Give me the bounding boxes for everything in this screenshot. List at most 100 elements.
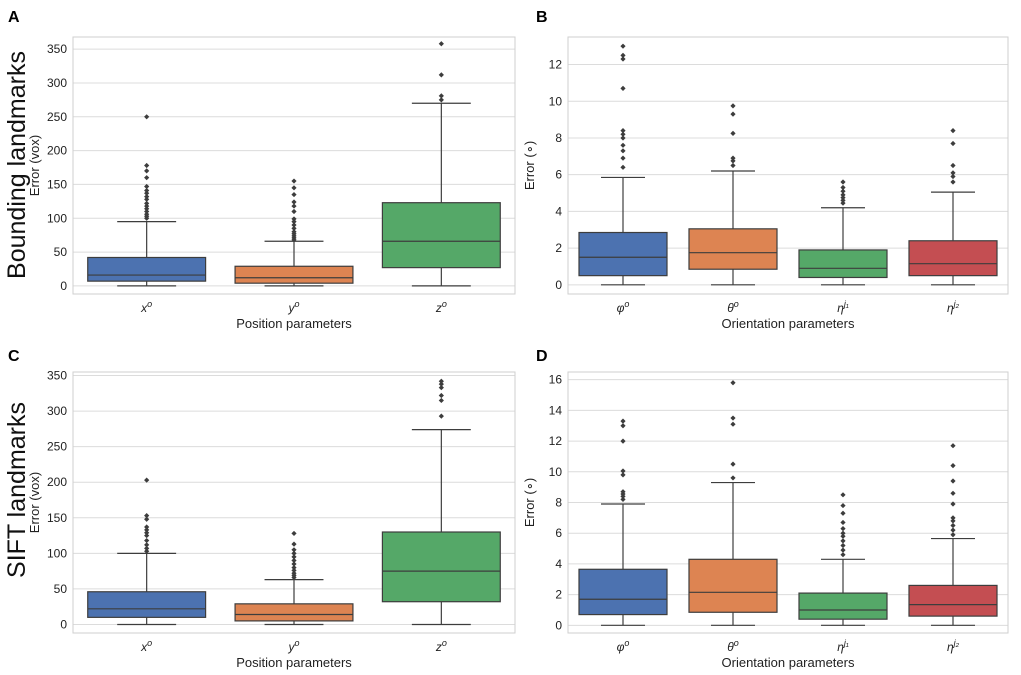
outlier-point (144, 477, 150, 483)
y-tick-label: 150 (47, 511, 67, 525)
outlier-point (291, 541, 297, 547)
x-tick-label: ηj₂ (947, 638, 960, 654)
x-tick-base: η (837, 301, 844, 315)
outlier-point (144, 542, 150, 548)
x-tick-superscript: o (147, 638, 152, 648)
outlier-point (950, 170, 956, 176)
outlier-point (144, 196, 150, 202)
outlier-point (840, 510, 846, 516)
x-tick-label: yo (287, 638, 299, 654)
outlier-point (291, 570, 297, 576)
x-tick-label: xo (140, 638, 152, 654)
outlier-point (144, 211, 150, 217)
y-tick-label: 6 (555, 526, 562, 540)
outlier-point (144, 114, 150, 120)
outlier-point (620, 164, 626, 170)
outlier-point (840, 192, 846, 198)
outlier-point (730, 155, 736, 161)
outlier-point (840, 547, 846, 553)
outlier-point (144, 513, 150, 519)
x-tick-superscript: o (442, 638, 447, 648)
outlier-point (620, 135, 626, 141)
box-group-3 (381, 378, 501, 626)
x-tick-base: y (287, 640, 295, 654)
outlier-point (291, 199, 297, 205)
outlier-point (730, 158, 736, 164)
box (381, 202, 501, 269)
y-axis-label: Error (vox) (27, 472, 42, 533)
box-group-3 (798, 492, 888, 626)
outlier-point (291, 203, 297, 209)
outlier-point (620, 128, 626, 134)
outlier-point (840, 492, 846, 498)
box-group-1 (578, 43, 668, 286)
x-tick-superscript: o (294, 638, 299, 648)
x-tick-superscript: o (624, 638, 629, 648)
row-label-bounding: Bounding landmarks (3, 51, 31, 279)
x-tick-label: yo (287, 299, 299, 315)
outlier-point (144, 530, 150, 536)
y-tick-label: 50 (54, 245, 68, 259)
row-label-sift: SIFT landmarks (3, 402, 31, 578)
y-tick-label: 150 (47, 177, 67, 191)
x-tick-label: φo (617, 638, 630, 654)
x-tick-label: θo (727, 299, 739, 315)
x-tick-base: η (947, 301, 954, 315)
outlier-point (620, 423, 626, 429)
outlier-point (620, 496, 626, 503)
x-tick-base: θ (727, 301, 734, 315)
y-tick-label: 0 (60, 279, 67, 293)
y-tick-label: 50 (54, 582, 68, 596)
outlier-point (291, 564, 297, 571)
box-group-2 (688, 103, 778, 286)
outlier-point (840, 538, 846, 544)
box (798, 249, 888, 279)
outlier-point (438, 392, 444, 399)
x-tick-base: η (837, 640, 844, 654)
outlier-point (144, 190, 150, 196)
x-tick-superscript: o (442, 299, 447, 309)
y-tick-label: 100 (47, 211, 67, 225)
outlier-point (840, 197, 846, 203)
outlier-point (950, 490, 956, 496)
box (578, 568, 668, 616)
x-tick-superscript: j₂ (953, 638, 960, 648)
outlier-point (144, 524, 150, 530)
plot-frame (567, 371, 1009, 634)
outlier-point (840, 542, 846, 549)
outlier-point (438, 413, 444, 419)
outlier-point (438, 378, 444, 384)
x-tick-superscript: o (734, 299, 739, 309)
outlier-point (144, 200, 150, 206)
y-tick-label: 350 (47, 42, 67, 56)
y-tick-label: 2 (555, 588, 562, 602)
outlier-point (291, 191, 297, 198)
box (381, 531, 501, 603)
x-axis-label: Orientation parameters (722, 655, 855, 670)
box-group-1 (87, 114, 207, 287)
outlier-point (840, 195, 846, 201)
outlier-point (144, 208, 150, 215)
outlier-point (291, 229, 297, 235)
x-tick-superscript: j₁ (843, 299, 849, 309)
outlier-point (144, 168, 150, 174)
x-tick-label: ηj₁ (837, 638, 849, 654)
y-tick-label: 200 (47, 144, 67, 158)
plot-frame (567, 36, 1009, 295)
x-tick-label: zo (435, 638, 447, 654)
outlier-point (730, 103, 736, 109)
outlier-point (291, 185, 297, 191)
outlier-point (730, 380, 736, 386)
outlier-point (620, 472, 626, 478)
outlier-point (291, 219, 297, 225)
box-group-2 (688, 380, 778, 626)
outlier-point (291, 216, 297, 222)
y-tick-label: 12 (549, 58, 563, 72)
box-group-4 (908, 443, 998, 626)
x-tick-label: ηj₂ (947, 299, 960, 315)
outlier-point (840, 179, 846, 185)
box-group-3 (381, 41, 501, 287)
box (908, 584, 998, 617)
